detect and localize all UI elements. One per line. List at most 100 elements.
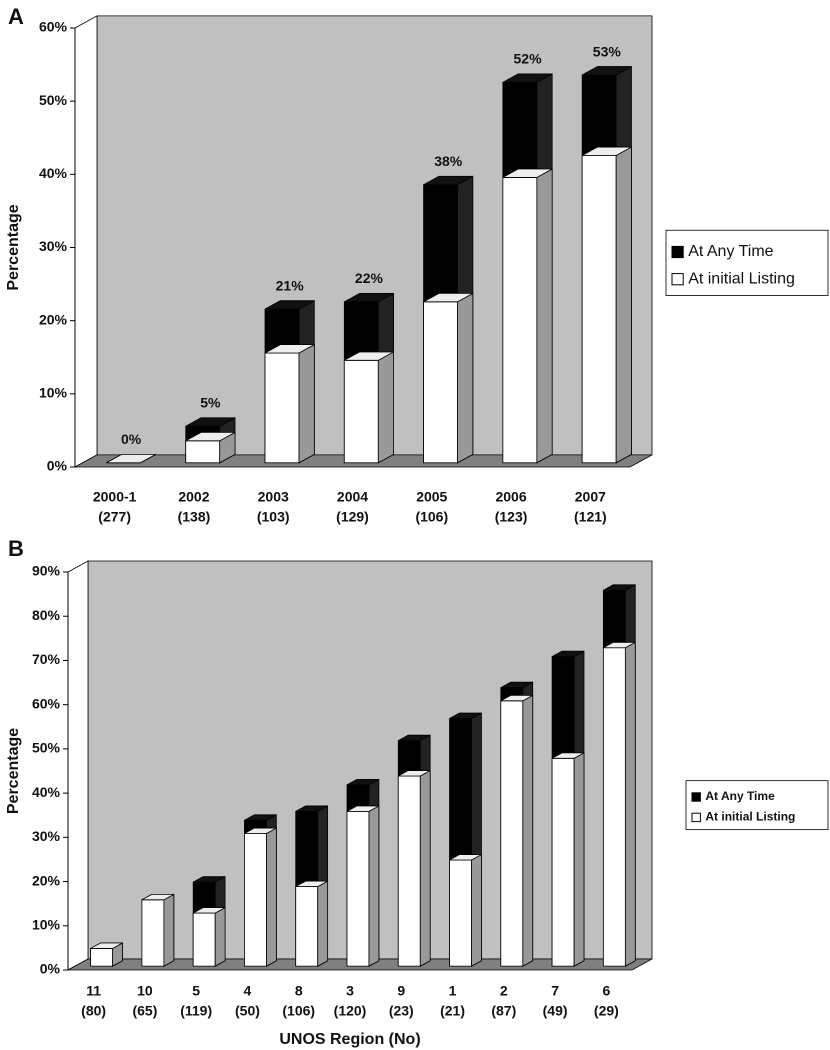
legend-label: At initial Listing bbox=[705, 810, 795, 824]
x-tick-label: 5 bbox=[192, 983, 200, 999]
x-axis-label: UNOS Region (No) bbox=[279, 1031, 420, 1048]
bar-top bbox=[449, 854, 482, 861]
bar-side bbox=[368, 805, 380, 967]
x-tick-label: 2006 bbox=[495, 489, 526, 505]
bar-top bbox=[500, 681, 533, 688]
bar-top bbox=[581, 66, 632, 76]
y-tick-label: 40% bbox=[32, 784, 61, 800]
x-tick-label: 2003 bbox=[258, 489, 289, 505]
bar-front bbox=[449, 859, 472, 967]
y-tick-label: 40% bbox=[39, 165, 68, 181]
bar bbox=[343, 351, 395, 464]
bar-front bbox=[602, 647, 626, 967]
sample-size: (21) bbox=[440, 1003, 465, 1019]
bar-top bbox=[264, 344, 315, 354]
sample-size: (120) bbox=[334, 1003, 367, 1019]
sample-size: (103) bbox=[257, 509, 290, 525]
bar-top bbox=[500, 694, 533, 702]
bar-top bbox=[581, 146, 632, 156]
bar bbox=[346, 805, 380, 967]
bar bbox=[185, 431, 236, 464]
bar bbox=[581, 146, 632, 464]
y-tick-label: 10% bbox=[39, 385, 68, 401]
bar-top bbox=[398, 734, 431, 742]
bar bbox=[244, 827, 277, 967]
x-tick-label: 8 bbox=[295, 983, 303, 999]
bar-front bbox=[141, 899, 165, 967]
bar-front bbox=[90, 948, 114, 967]
bar-top bbox=[346, 778, 380, 786]
bar-front bbox=[192, 912, 216, 967]
y-tick-label: 20% bbox=[39, 311, 68, 327]
bar-side bbox=[419, 769, 431, 967]
bar-top bbox=[346, 805, 380, 812]
bar-top bbox=[141, 893, 175, 901]
bar-top bbox=[106, 453, 156, 464]
sample-size: (123) bbox=[495, 509, 528, 525]
bar-top bbox=[423, 175, 474, 186]
bar-side bbox=[573, 752, 585, 967]
sample-size: (277) bbox=[98, 509, 131, 525]
legend-swatch bbox=[691, 812, 701, 823]
y-tick-label: 0% bbox=[40, 961, 61, 977]
sample-size: (50) bbox=[235, 1003, 260, 1019]
legend-swatch bbox=[691, 792, 701, 802]
sample-size: (119) bbox=[180, 1003, 212, 1019]
bar-top bbox=[398, 770, 431, 777]
bar-front bbox=[244, 833, 267, 967]
bar-top bbox=[449, 712, 482, 719]
legend-swatch bbox=[671, 273, 684, 286]
x-tick-label: 7 bbox=[551, 983, 559, 999]
panel-label: B bbox=[8, 536, 24, 561]
bar-front bbox=[423, 301, 458, 464]
bar-top bbox=[551, 650, 585, 657]
y-tick-label: 90% bbox=[32, 563, 61, 579]
bar-top bbox=[295, 805, 328, 812]
bar bbox=[106, 453, 156, 464]
bar-top bbox=[502, 168, 553, 178]
y-tick-label: 60% bbox=[39, 19, 68, 35]
bar bbox=[141, 893, 175, 967]
bar-side bbox=[471, 853, 482, 967]
sample-size: (121) bbox=[574, 509, 607, 525]
bar-side bbox=[317, 880, 329, 967]
bar-side bbox=[163, 893, 175, 967]
bar bbox=[264, 343, 315, 464]
y-tick-label: 80% bbox=[32, 607, 61, 623]
bar bbox=[602, 641, 636, 967]
bar-side bbox=[615, 146, 632, 464]
x-tick-label: 11 bbox=[86, 983, 101, 999]
x-tick-label: 9 bbox=[397, 983, 405, 999]
x-tick-label: 2007 bbox=[575, 489, 606, 505]
bar bbox=[551, 752, 585, 967]
sample-size: (49) bbox=[543, 1003, 568, 1019]
bar bbox=[192, 906, 226, 967]
bar-top bbox=[603, 641, 636, 649]
bar-top bbox=[603, 584, 636, 591]
bar-top bbox=[185, 417, 236, 427]
y-tick-label: 70% bbox=[32, 651, 61, 667]
bar-side bbox=[457, 292, 474, 464]
y-tick-label: 50% bbox=[32, 740, 61, 756]
bar-front bbox=[500, 700, 524, 967]
bar-top bbox=[185, 431, 236, 442]
x-tick-label: 1 bbox=[449, 983, 457, 999]
bar-side bbox=[266, 827, 277, 967]
bar bbox=[295, 880, 329, 967]
x-tick-label: 2002 bbox=[178, 489, 209, 505]
bar-top bbox=[502, 73, 553, 83]
bar-top bbox=[90, 942, 123, 949]
side-wall bbox=[74, 15, 98, 468]
side-wall bbox=[67, 560, 89, 971]
sample-size: (29) bbox=[594, 1003, 619, 1019]
y-tick-label: 30% bbox=[39, 238, 68, 254]
data-label: 38% bbox=[434, 153, 463, 169]
bar-top bbox=[192, 876, 226, 883]
bar-front bbox=[264, 352, 300, 464]
sample-size: (129) bbox=[336, 509, 369, 525]
sample-size: (80) bbox=[81, 1003, 106, 1019]
bar-front bbox=[185, 440, 221, 464]
bar bbox=[500, 694, 534, 967]
data-label: 22% bbox=[355, 270, 384, 286]
bar-top bbox=[295, 880, 328, 887]
